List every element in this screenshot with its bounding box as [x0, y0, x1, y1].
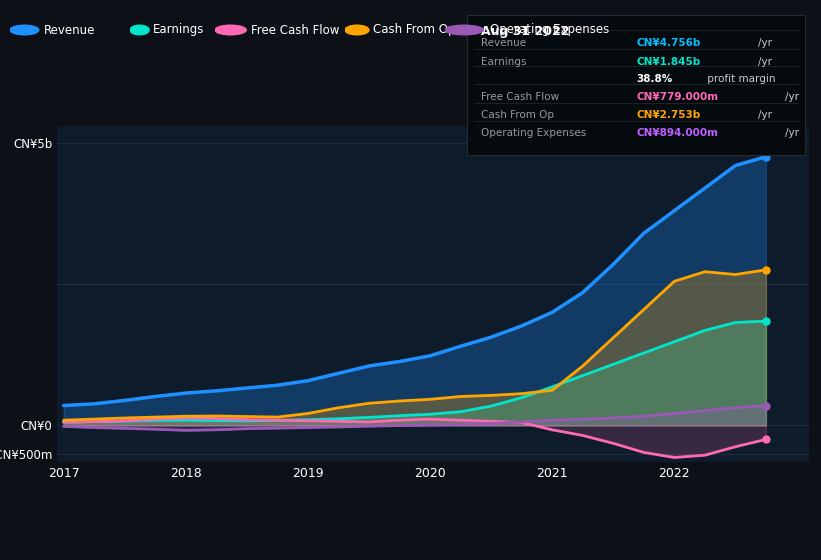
Text: Free Cash Flow: Free Cash Flow [251, 24, 340, 36]
Text: Revenue: Revenue [480, 38, 525, 48]
Text: Aug 31 2022: Aug 31 2022 [480, 25, 569, 38]
Text: CN¥894.000m: CN¥894.000m [636, 128, 718, 138]
Text: /yr: /yr [758, 57, 772, 67]
Circle shape [10, 25, 39, 35]
Text: CN¥779.000m: CN¥779.000m [636, 92, 718, 102]
Text: profit margin: profit margin [704, 74, 775, 83]
Text: CN¥1.845b: CN¥1.845b [636, 57, 700, 67]
Text: Cash From Op: Cash From Op [480, 110, 553, 120]
Text: Earnings: Earnings [153, 24, 204, 36]
Text: /yr: /yr [785, 92, 799, 102]
Text: Revenue: Revenue [44, 24, 95, 36]
Text: Operating Expenses: Operating Expenses [480, 128, 585, 138]
Circle shape [445, 25, 484, 35]
Text: CN¥2.753b: CN¥2.753b [636, 110, 700, 120]
Text: /yr: /yr [758, 38, 772, 48]
Text: /yr: /yr [758, 110, 772, 120]
Circle shape [345, 25, 369, 35]
Text: Earnings: Earnings [480, 57, 526, 67]
Circle shape [215, 25, 246, 35]
Text: Free Cash Flow: Free Cash Flow [480, 92, 558, 102]
Text: Cash From Op: Cash From Op [373, 24, 456, 36]
Text: CN¥4.756b: CN¥4.756b [636, 38, 700, 48]
Text: 38.8%: 38.8% [636, 74, 672, 83]
Text: /yr: /yr [785, 128, 799, 138]
Text: Operating Expenses: Operating Expenses [490, 24, 609, 36]
Circle shape [130, 25, 149, 35]
